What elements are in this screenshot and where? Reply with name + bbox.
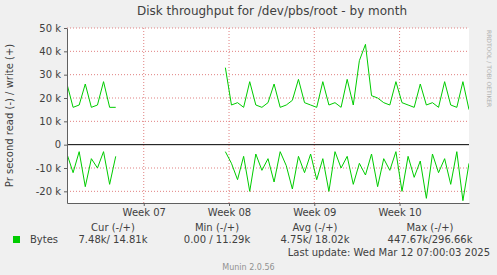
grid [67,28,469,203]
watermark: RRDTOOL / TOBI OETIKER [486,30,493,107]
y-tick-label: 10 k [39,116,61,127]
legend-header: Avg (-/+) [293,222,338,233]
y-grid-line [67,74,469,75]
y-tick-label: 50 k [39,23,61,34]
zero-line [67,144,469,145]
x-tick-label: Week 07 [123,207,166,218]
legend-label: Bytes [30,234,58,245]
x-axis-line [68,203,470,204]
y-grid-line [67,191,469,192]
y-tick-mark [64,168,67,169]
credit: Munin 2.0.56 [222,263,274,272]
y-axis: -20 k -10 k 0 10 k 20 k 30 k 40 k 50 k [36,23,68,204]
y-grid-line [67,98,469,99]
x-grid-line [314,28,315,203]
x-tick-mark [314,203,315,206]
y-tick-mark [64,28,67,29]
series-group [67,44,469,200]
legend-value: 0.00 / 11.29k [184,234,251,245]
legend-table: Cur (-/+) Min (-/+) Avg (-/+) Max (-/+) 7.48… [13,222,473,245]
y-tick-mark [64,75,67,76]
x-tick: Week 07 [123,203,166,218]
legend-value: 7.48k/ 14.81k [78,234,147,245]
y-grid-line [67,121,469,122]
y-tick: 20 k [39,93,67,104]
y-tick: 40 k [39,46,67,57]
y-tick: 10 k [39,116,67,127]
y-tick-label: 30 k [39,69,61,80]
x-tick: Week 09 [293,203,336,218]
legend-header: Min (-/+) [195,222,239,233]
y-tick-label: -10 k [36,163,62,174]
y-tick-label: -20 k [36,186,62,197]
x-tick-label: Week 08 [208,207,251,218]
y-tick-label: 0 [55,139,61,150]
y-tick-mark [64,145,67,146]
y-axis-title: Pr second read (-) / write (+) [4,44,15,187]
y-tick-mark [64,98,67,99]
y-tick: 30 k [39,69,67,80]
legend-header: Cur (-/+) [91,222,135,233]
series-line [67,152,469,201]
x-tick-mark [229,203,230,206]
series-line [67,44,469,109]
legend-value: 4.75k/ 18.02k [280,234,349,245]
x-grid-line [143,28,144,203]
y-tick-mark [64,51,67,52]
x-axis: Week 07 Week 08 Week 09 Week 10 [68,203,470,218]
y-tick-mark [64,191,67,192]
legend-swatch [13,236,20,243]
y-tick: -20 k [36,186,67,197]
title: Disk throughput for /dev/pbs/root - by m… [137,4,407,18]
y-tick: 50 k [39,23,67,34]
footer: Last update: Wed Mar 12 07:00:03 2025 [288,247,490,258]
x-tick-label: Week 10 [378,207,421,218]
x-tick: Week 10 [378,203,421,218]
x-tick-label: Week 09 [293,207,336,218]
x-tick-mark [144,203,145,206]
legend-value: 447.67k/296.66k [388,234,473,245]
x-grid-line [229,28,230,203]
y-tick-mark [64,121,67,122]
y-tick-label: 20 k [39,93,61,104]
x-tick: Week 08 [208,203,251,218]
background [0,0,497,275]
chart: -20 k-10 k010 k20 k30 k40 k50 kWeek 07We… [0,0,497,275]
y-tick: -10 k [36,163,67,174]
y-grid-line [67,168,469,169]
y-grid-line [67,28,469,29]
y-axis-line [67,29,68,204]
x-tick-mark [400,203,401,206]
legend-header: Max (-/+) [406,222,453,233]
y-grid-line [67,51,469,52]
y-tick: 0 [55,139,67,150]
plot-area [67,28,469,203]
y-tick-label: 40 k [39,46,61,57]
